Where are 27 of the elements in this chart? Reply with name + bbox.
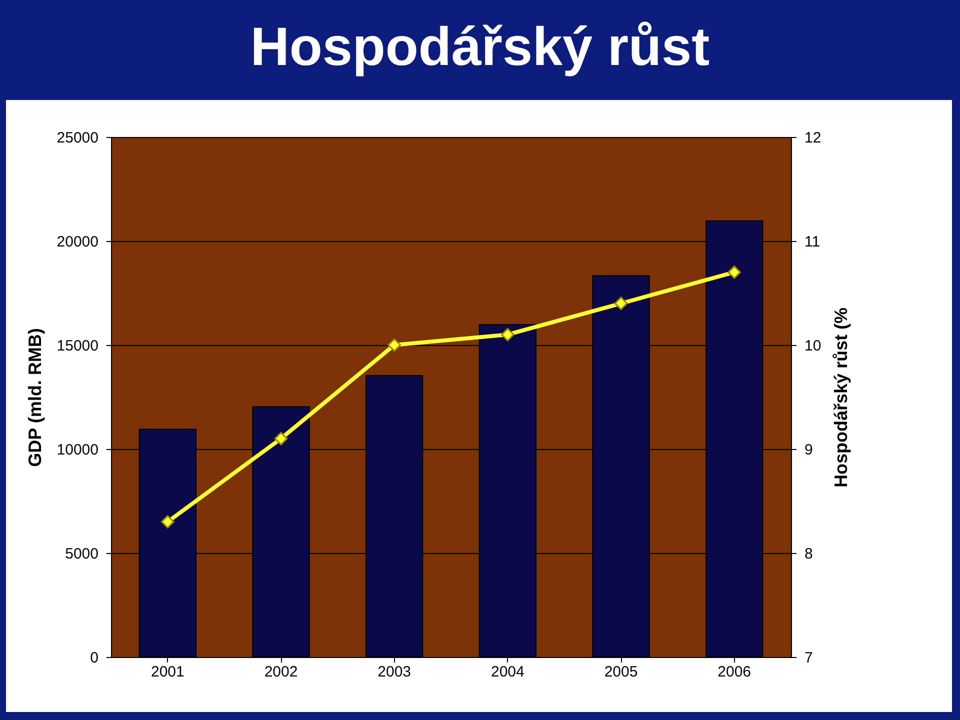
x-tick-label: 2002 <box>264 664 298 680</box>
y-tick-label: 20000 <box>56 234 98 250</box>
x-tick-label: 2005 <box>604 664 638 680</box>
y-tick-label: 25000 <box>56 130 98 146</box>
chart-title: Hospodářský růst <box>249 16 711 79</box>
point <box>614 296 628 310</box>
y-tick-label: 15000 <box>56 338 98 354</box>
point <box>161 515 174 528</box>
point <box>388 338 401 352</box>
x-tick-label: 2003 <box>378 664 412 680</box>
point <box>728 266 741 279</box>
point <box>501 328 514 342</box>
y-tick-label: 5000 <box>65 546 98 562</box>
y2-tick-label: 12 <box>804 130 822 146</box>
y2-tick-label: 7 <box>804 650 813 666</box>
x-tick-label: 2006 <box>718 664 752 680</box>
point <box>274 432 288 446</box>
y2-axis-title: Hospodářský růst (% <box>831 307 852 488</box>
x-tick-label: 2001 <box>150 664 184 680</box>
y2-tick-label: 11 <box>804 234 820 250</box>
y2-tick-label: 9 <box>804 442 813 458</box>
y2-tick-label: 8 <box>804 546 813 562</box>
y-tick-label: 0 <box>90 650 98 666</box>
y-axis-title: GDP (mld. RMB) <box>24 328 45 467</box>
y2-tick-label: 10 <box>804 338 822 354</box>
x-tick-label: 2004 <box>490 664 524 680</box>
y-tick-label: 10000 <box>56 442 98 458</box>
